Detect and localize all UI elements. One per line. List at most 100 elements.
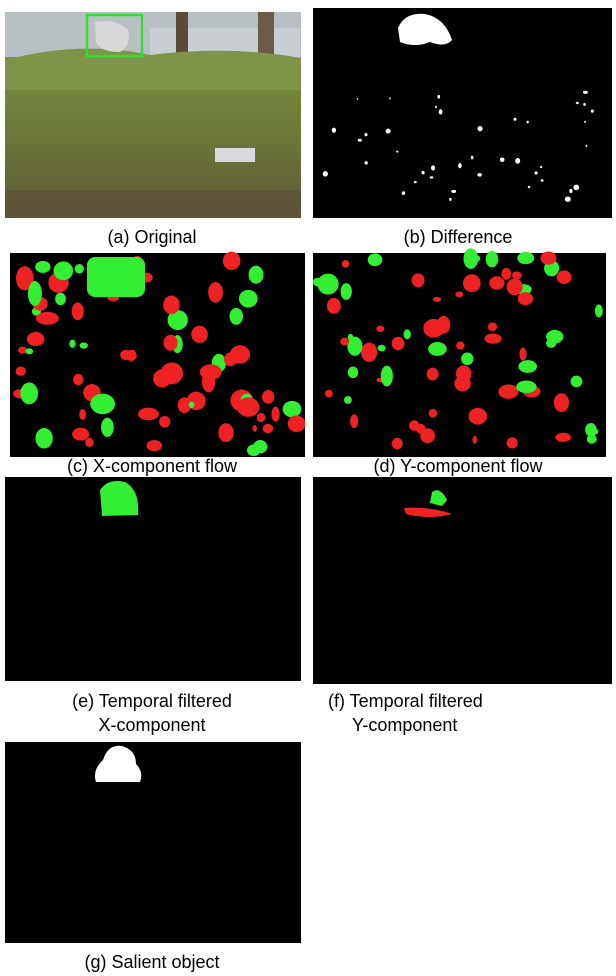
panel-e-image	[5, 477, 301, 681]
speckle	[79, 342, 87, 348]
panel-b-image	[313, 8, 612, 218]
speckle	[554, 393, 569, 412]
speckle	[527, 121, 529, 124]
speckle	[428, 342, 447, 356]
speckle	[456, 342, 464, 350]
speckle	[565, 197, 571, 202]
speckle	[402, 191, 405, 195]
speckle	[433, 297, 441, 302]
speckle	[471, 156, 474, 160]
speckle	[257, 413, 265, 422]
panel-a-image	[5, 12, 301, 218]
speckle	[474, 255, 480, 261]
speckle	[90, 394, 115, 415]
speckle	[540, 251, 556, 264]
speckle	[85, 438, 94, 447]
speckle	[189, 402, 195, 409]
caption: (b) Difference	[404, 227, 513, 247]
speckle	[54, 261, 74, 280]
speckle	[208, 282, 223, 303]
speckle	[435, 105, 437, 108]
caption: X-component	[98, 715, 205, 735]
speckle	[28, 281, 42, 306]
speckle	[72, 302, 84, 320]
caption: (f) Temporal filtered	[328, 691, 483, 711]
speckle	[191, 326, 208, 343]
speckle	[507, 279, 523, 296]
speckle	[518, 292, 533, 305]
speckle	[392, 337, 405, 350]
speckle	[249, 266, 264, 284]
speckle	[500, 157, 505, 162]
speckle	[223, 252, 241, 270]
caption: (e) Temporal filtered	[72, 691, 232, 711]
speckle	[576, 102, 579, 104]
speckle	[571, 376, 583, 388]
speckle	[584, 121, 586, 123]
speckle	[412, 274, 425, 288]
speckle	[347, 337, 362, 356]
speckle	[591, 110, 594, 113]
speckle	[350, 414, 358, 428]
speckle	[283, 401, 302, 417]
speckle	[146, 440, 162, 451]
speckle	[138, 408, 159, 421]
speckle	[512, 272, 522, 280]
speckle	[458, 163, 462, 168]
speckle	[583, 103, 586, 106]
speckle	[87, 257, 145, 297]
speckle	[36, 312, 59, 325]
speckle	[518, 360, 537, 373]
speckle	[437, 95, 440, 99]
speckle	[73, 374, 83, 385]
speckle	[18, 347, 27, 354]
speckle	[341, 283, 352, 300]
speckle	[507, 437, 518, 448]
speckle	[546, 330, 563, 344]
speckle	[364, 161, 367, 164]
speckle	[540, 166, 542, 168]
speckle	[528, 186, 531, 188]
speckle	[364, 133, 367, 136]
speckle	[515, 158, 520, 164]
figure: (a) Original(b) Difference(c) X-componen…	[0, 0, 616, 976]
speckle	[79, 409, 86, 420]
speckle	[431, 165, 435, 170]
speckle	[486, 251, 499, 268]
speckle	[237, 397, 259, 416]
speckle	[340, 338, 349, 346]
speckle	[517, 252, 534, 264]
speckle	[325, 390, 333, 397]
speckle	[429, 409, 437, 418]
speckle	[488, 322, 497, 331]
speckle	[541, 179, 544, 182]
speckle	[202, 371, 215, 392]
speckle	[35, 261, 50, 273]
caption: (d) Y-component flow	[373, 456, 543, 476]
speckle	[26, 348, 34, 354]
speckle	[478, 126, 483, 131]
speckle	[230, 345, 250, 363]
speckle	[16, 366, 26, 375]
speckle	[585, 423, 597, 437]
speckle	[469, 408, 488, 425]
speckle	[153, 369, 171, 387]
speckle	[396, 151, 398, 153]
speckle	[535, 171, 538, 174]
speckle	[239, 290, 258, 308]
speckle	[392, 438, 403, 449]
speckle	[342, 260, 349, 268]
speckle	[378, 345, 386, 352]
speckle	[263, 424, 274, 434]
speckle	[159, 416, 170, 428]
panel-g-image	[5, 742, 301, 943]
caption: (g) Salient object	[84, 952, 219, 972]
speckle	[485, 334, 502, 344]
speckle	[386, 129, 391, 134]
speckle	[69, 340, 75, 348]
speckle	[498, 384, 518, 398]
speckle	[247, 444, 261, 456]
speckle	[455, 291, 463, 297]
speckle	[262, 390, 274, 404]
speckle	[361, 343, 377, 362]
